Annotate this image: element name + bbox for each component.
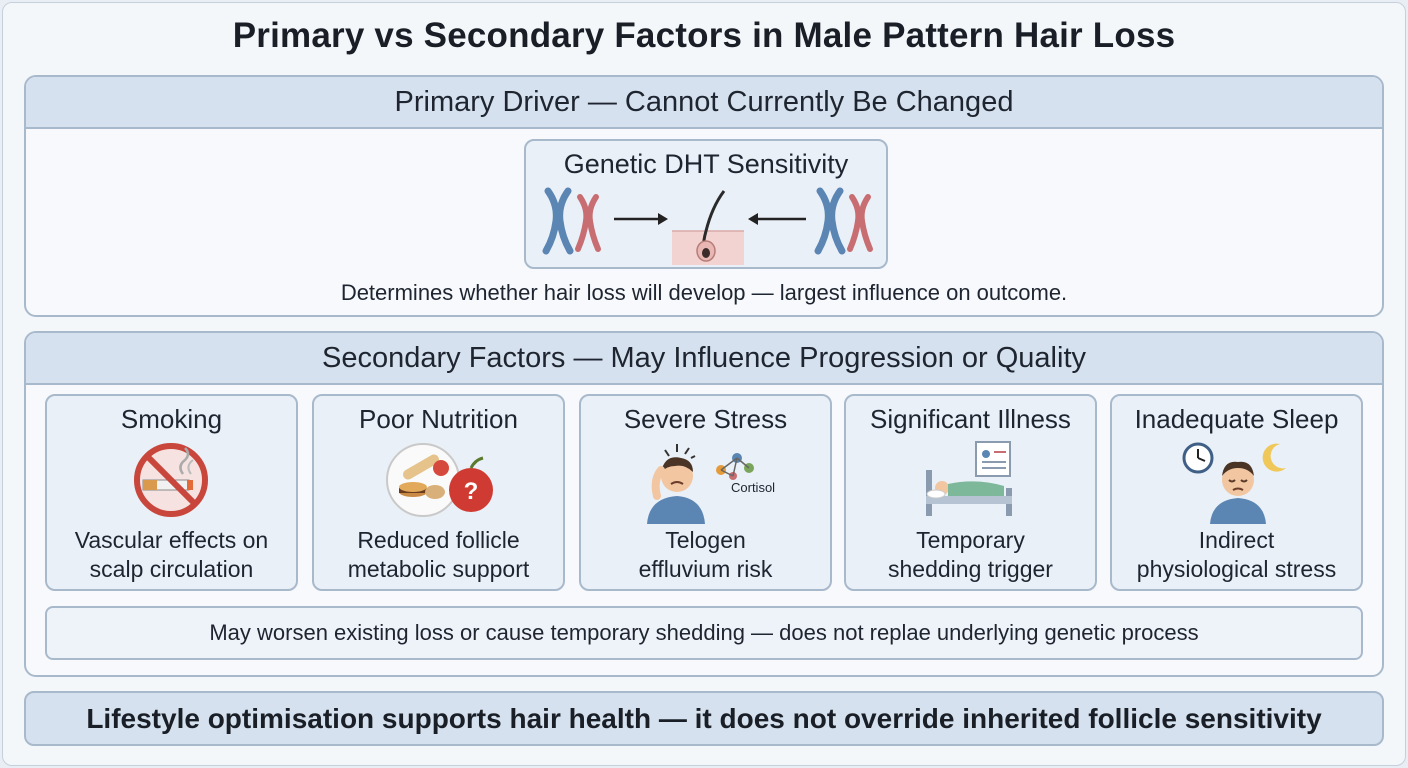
primary-driver-panel: Primary Driver — Cannot Currently Be Cha… — [24, 75, 1384, 317]
moon-icon — [1262, 443, 1286, 472]
primary-driver-header: Primary Driver — Cannot Currently Be Cha… — [26, 77, 1382, 129]
factor-description-line: Telogen — [665, 527, 746, 553]
factor-description-line: shedding trigger — [888, 556, 1053, 582]
tired-person-icon — [1182, 442, 1286, 524]
factor-title: Severe Stress — [623, 404, 788, 434]
primary-driver-caption: Determines whether hair loss will develo… — [340, 280, 1068, 305]
genetic-dht-title: Genetic DHT Sensitivity — [563, 149, 849, 179]
clock-icon — [1182, 442, 1213, 474]
svg-text:?: ? — [463, 478, 478, 505]
secondary-factors-header: Secondary Factors — May Influence Progre… — [26, 333, 1382, 385]
secondary-factors-panel: Secondary Factors — May Influence Progre… — [24, 331, 1384, 677]
factor-description-line: physiological stress — [1136, 556, 1337, 582]
factor-description-line: Temporary — [916, 527, 1025, 553]
factor-card-illness: Significant Illness Temporary shedding t… — [844, 394, 1097, 591]
page-title: Primary vs Secondary Factors in Male Pat… — [232, 16, 1176, 55]
secondary-factors-note: May worsen existing loss or cause tempor… — [45, 606, 1363, 660]
factor-title: Smoking — [120, 404, 223, 434]
factor-description-line: metabolic support — [347, 556, 530, 582]
genetics-illustration — [542, 187, 873, 265]
factor-description: Temporary shedding trigger — [846, 526, 1095, 584]
factor-description-line: Vascular effects on — [74, 527, 269, 553]
factor-title: Poor Nutrition — [359, 404, 518, 434]
factor-description-line: scalp circulation — [89, 556, 254, 582]
arrow-right-icon — [614, 213, 668, 225]
factor-card-sleep: Inadequate Sleep Indirect physiological … — [1110, 394, 1363, 591]
stressed-person-icon — [646, 444, 754, 524]
factor-description: Indirect physiological stress — [1112, 526, 1361, 584]
factor-card-stress: Severe Stress Cortisol Telogen effluvium… — [579, 394, 832, 591]
chromosome-pair-icon — [814, 187, 873, 255]
factor-description-line: Indirect — [1198, 527, 1275, 553]
factor-title: Significant Illness — [870, 404, 1071, 434]
factor-description: Telogen effluvium risk — [581, 526, 830, 584]
cortisol-label: Cortisol — [731, 480, 776, 495]
conclusion-banner: Lifestyle optimisation supports hair hea… — [24, 691, 1384, 746]
arrow-left-icon — [748, 213, 806, 225]
food-plate-icon: ? — [385, 443, 493, 517]
chromosome-pair-icon — [542, 187, 601, 255]
factor-description: Reduced follicle metabolic support — [314, 526, 563, 584]
factor-card-smoking: Smoking Vascular effects on scalp circul… — [45, 394, 298, 591]
no-smoking-icon — [133, 443, 208, 517]
hair-follicle-icon — [672, 190, 744, 265]
factor-description: Vascular effects on scalp circulation — [47, 526, 296, 584]
factor-card-nutrition: Poor Nutrition ? Reduced follicle metabo… — [312, 394, 565, 591]
factor-description-line: Reduced follicle — [357, 527, 520, 553]
factor-description-line: effluvium risk — [638, 556, 773, 582]
factor-title: Inadequate Sleep — [1134, 404, 1339, 434]
genetic-dht-box: Genetic DHT Sensitivity — [524, 139, 888, 269]
hospital-bed-icon — [925, 441, 1012, 516]
